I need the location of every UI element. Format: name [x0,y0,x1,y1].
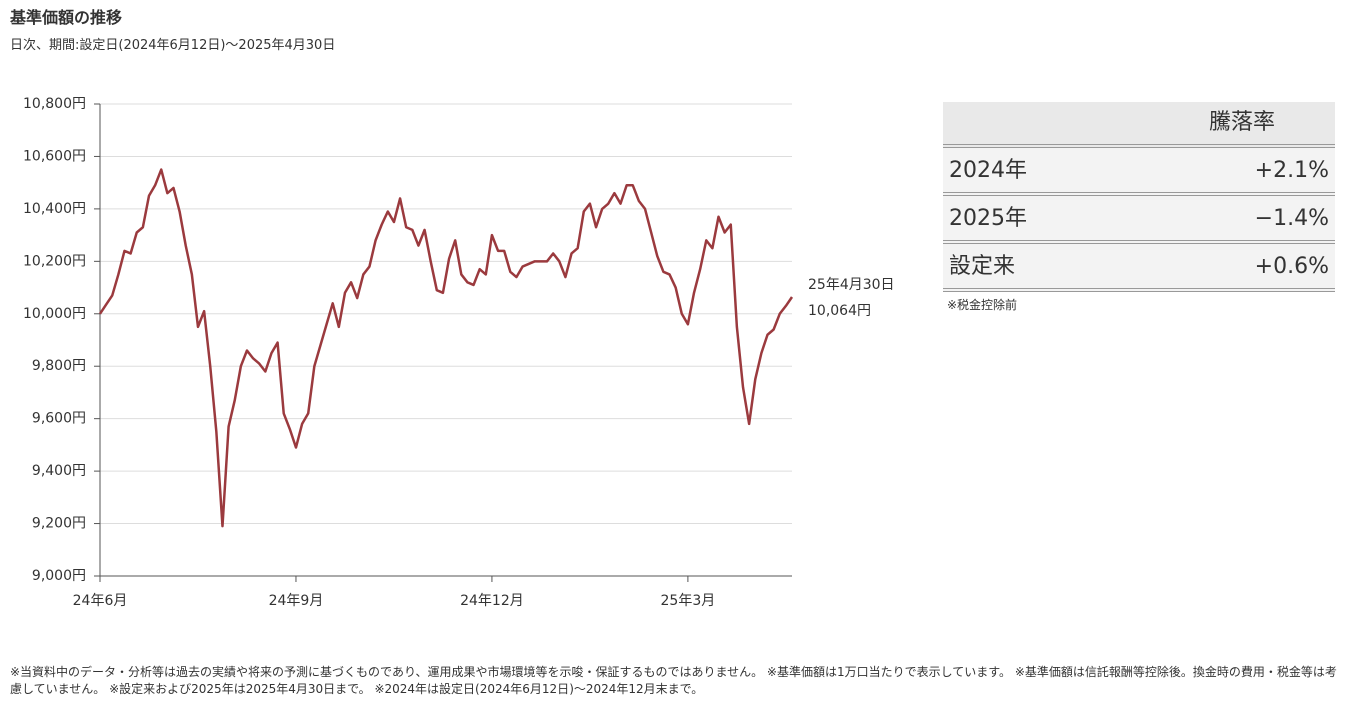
y-tick-label: 9,400円 [32,463,86,479]
y-tick-label: 10,400円 [23,201,86,217]
y-tick-label: 9,200円 [32,516,86,532]
chart-title: 基準価額の推移 [10,8,123,27]
row-label: 2024年 [949,158,1027,183]
row-value: −1.4% [1254,206,1329,231]
y-tick-label: 10,600円 [23,148,86,164]
table-header: 騰落率 [943,102,1335,148]
table-row: 設定来 +0.6% [943,244,1335,292]
table-row: 2024年 +2.1% [943,148,1335,196]
row-value: +0.6% [1254,254,1329,279]
x-tick-label: 24年9月 [269,593,324,609]
x-tick-label: 25年3月 [661,593,716,609]
footnote: ※当資料中のデータ・分析等は過去の実績や将来の予測に基づくものであり、運用成果や… [10,665,1337,696]
chart: 9,000円 9,200円 9,400円 9,600円 9,800円 10,000円 10,… [23,96,895,609]
chart-subtitle: 日次、期間:設定日(2024年6月12日)～2025年4月30日 [10,38,336,53]
row-value: +2.1% [1254,158,1329,183]
y-tick-label: 10,800円 [23,96,86,112]
x-tick-label: 24年6月 [73,593,128,609]
x-tick-label: 24年12月 [460,593,524,609]
annotation: 25年4月30日 [808,277,895,293]
row-label: 2025年 [949,206,1027,231]
return-table: 騰落率 2024年 +2.1% 2025年 −1.4% 設定来 +0.6% ※税金控除… [943,102,1335,313]
y-tick-label: 9,600円 [32,411,86,427]
y-tick-label: 9,000円 [32,568,86,584]
table-note: ※税金控除前 [947,298,1018,312]
y-tick-label: 10,200円 [23,253,86,269]
row-label: 設定来 [949,254,1016,279]
y-tick-label: 10,000円 [23,306,86,322]
price-line [98,168,794,528]
value-label: 10,064円 [808,303,871,319]
y-tick-label: 9,800円 [32,358,86,374]
table-row: 2025年 −1.4% [943,196,1335,244]
